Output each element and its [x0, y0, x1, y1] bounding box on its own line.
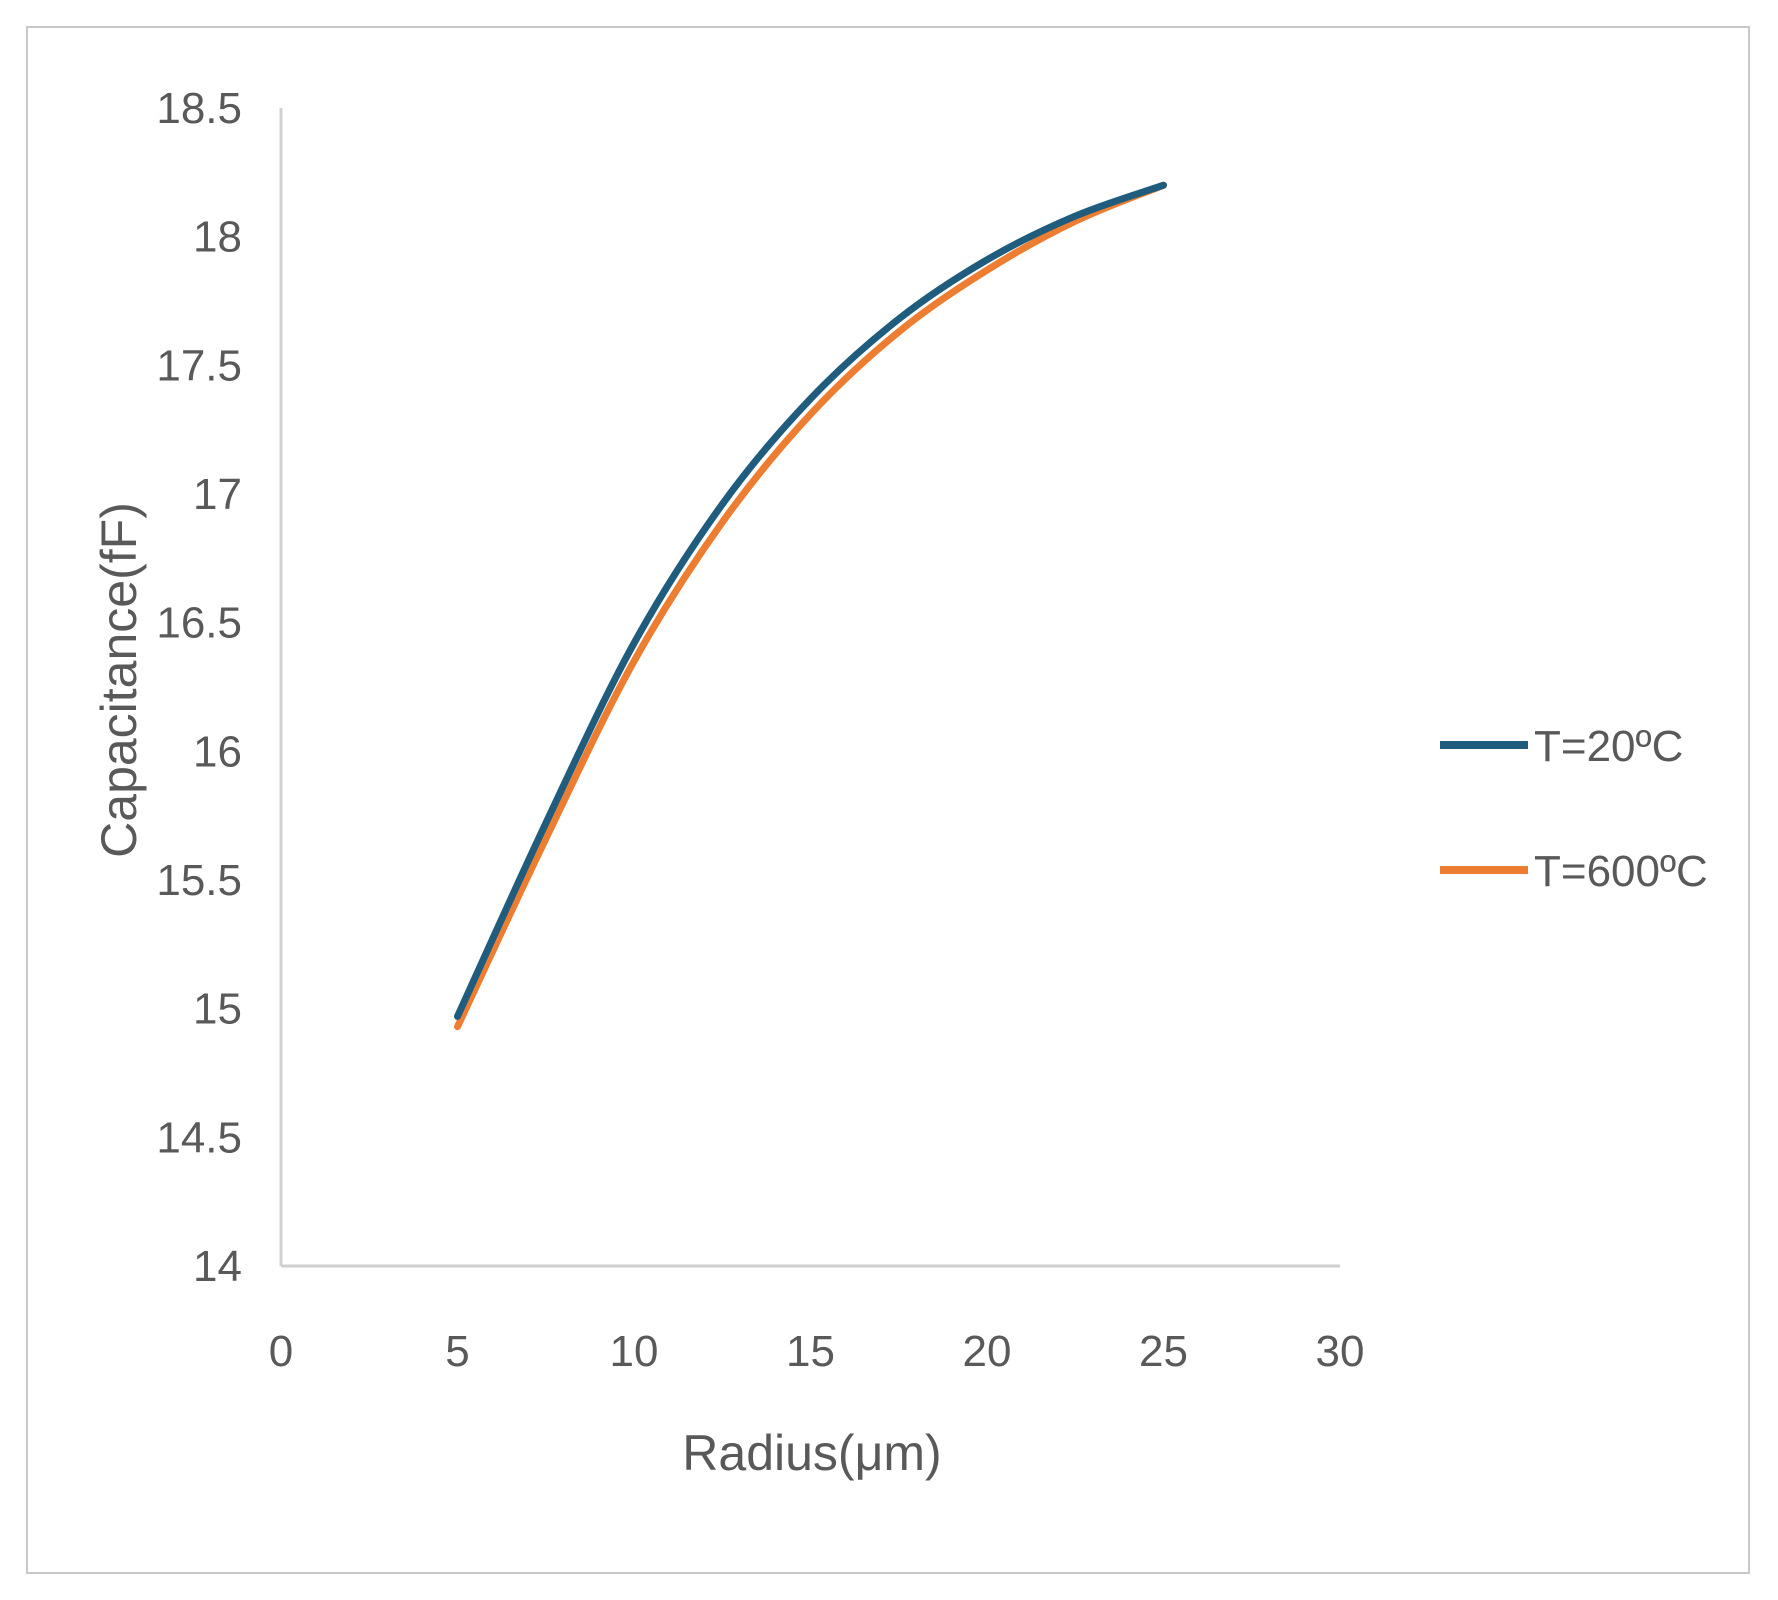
y-tick-label: 14.5 [156, 1113, 242, 1162]
series-line-2 [454, 181, 1167, 1031]
y-tick-label: 15 [193, 985, 242, 1034]
x-tick-label: 0 [269, 1327, 293, 1376]
y-tick-label: 15.5 [156, 856, 242, 905]
x-tick-label: 15 [786, 1327, 835, 1376]
y-tick-label: 18 [193, 213, 242, 262]
y-axis-title: Capacitance(fF) [91, 502, 147, 858]
y-tick-label: 14 [193, 1242, 242, 1291]
y-tick-label: 16 [193, 727, 242, 776]
x-tick-label: 20 [963, 1327, 1012, 1376]
legend-label-1: T=20ºC [1534, 722, 1683, 771]
legend-label-2: T=600ºC [1534, 847, 1708, 896]
x-tick-label: 25 [1139, 1327, 1188, 1376]
legend: T=20ºC T=600ºC [1440, 722, 1708, 896]
y-tick-label: 17 [193, 470, 242, 519]
y-tick-label: 16.5 [156, 599, 242, 648]
y-tick-label: 18.5 [156, 84, 242, 133]
x-tick-label: 5 [445, 1327, 469, 1376]
chart-frame [26, 26, 1750, 1574]
series-line-1 [454, 181, 1167, 1020]
x-axis-title: Radius(μm) [682, 1425, 941, 1481]
x-tick-label: 30 [1316, 1327, 1365, 1376]
y-tick-label: 17.5 [156, 341, 242, 390]
x-tick-label: 10 [610, 1327, 659, 1376]
